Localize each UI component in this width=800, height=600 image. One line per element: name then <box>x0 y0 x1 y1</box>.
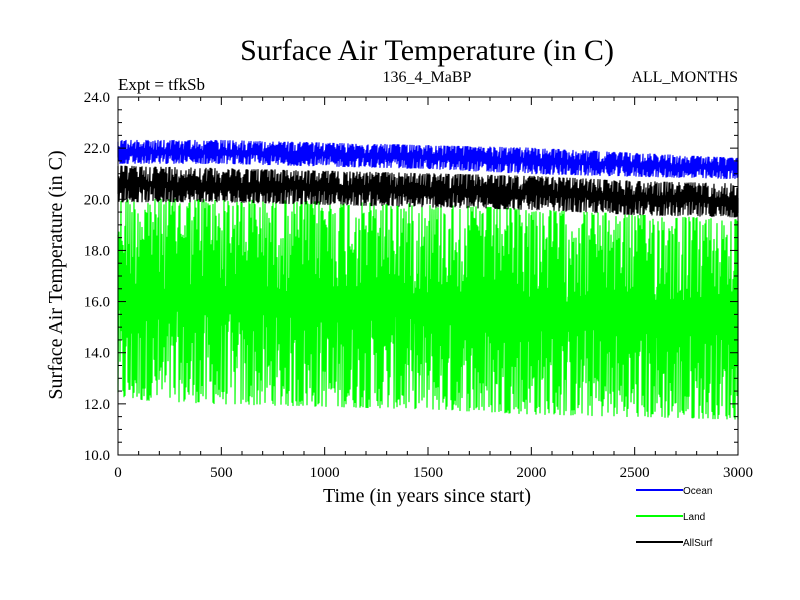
axis-layer: 0 500 1000 1500 2000 2500 3000 10.0 12.0 14.0 16.0… <box>84 90 753 481</box>
y-tick-label: 22.0 <box>84 141 110 157</box>
x-tick-label: 0 <box>114 465 122 481</box>
y-tick-label: 16.0 <box>84 295 110 311</box>
x-axis-label: Time (in years since start) <box>323 485 531 507</box>
chart-title: Surface Air Temperature (in C) <box>240 34 614 67</box>
series-allsurf-line <box>117 165 739 218</box>
y-tick-label: 20.0 <box>84 192 110 208</box>
legend-item-allsurf: AllSurf <box>636 538 713 549</box>
legend-label: Ocean <box>683 486 712 497</box>
legend-label: Land <box>683 512 705 523</box>
series-layer <box>117 139 739 420</box>
x-tick-label: 2000 <box>516 465 546 481</box>
x-tick-label: 3000 <box>723 465 753 481</box>
x-tick-label: 2500 <box>620 465 650 481</box>
experiment-label: Expt = tfkSb <box>118 75 205 94</box>
legend-item-ocean: Ocean <box>636 486 712 497</box>
series-land-line <box>117 198 739 420</box>
y-tick-label: 12.0 <box>84 397 110 413</box>
series-ocean-line <box>117 139 739 180</box>
legend: Ocean Land AllSurf <box>636 486 713 549</box>
y-tick-label: 10.0 <box>84 448 110 464</box>
legend-label: AllSurf <box>683 538 713 549</box>
y-tick-label: 14.0 <box>84 346 110 362</box>
months-label: ALL_MONTHS <box>631 69 738 86</box>
x-tick-label: 500 <box>210 465 233 481</box>
y-tick-label: 18.0 <box>84 243 110 259</box>
period-label: 136_4_MaBP <box>383 69 472 86</box>
y-tick-label: 24.0 <box>84 90 110 106</box>
y-axis-label: Surface Air Temperature (in C) <box>45 150 67 399</box>
x-tick-label: 1000 <box>310 465 340 481</box>
x-tick-label: 1500 <box>413 465 443 481</box>
legend-item-land: Land <box>636 512 705 523</box>
